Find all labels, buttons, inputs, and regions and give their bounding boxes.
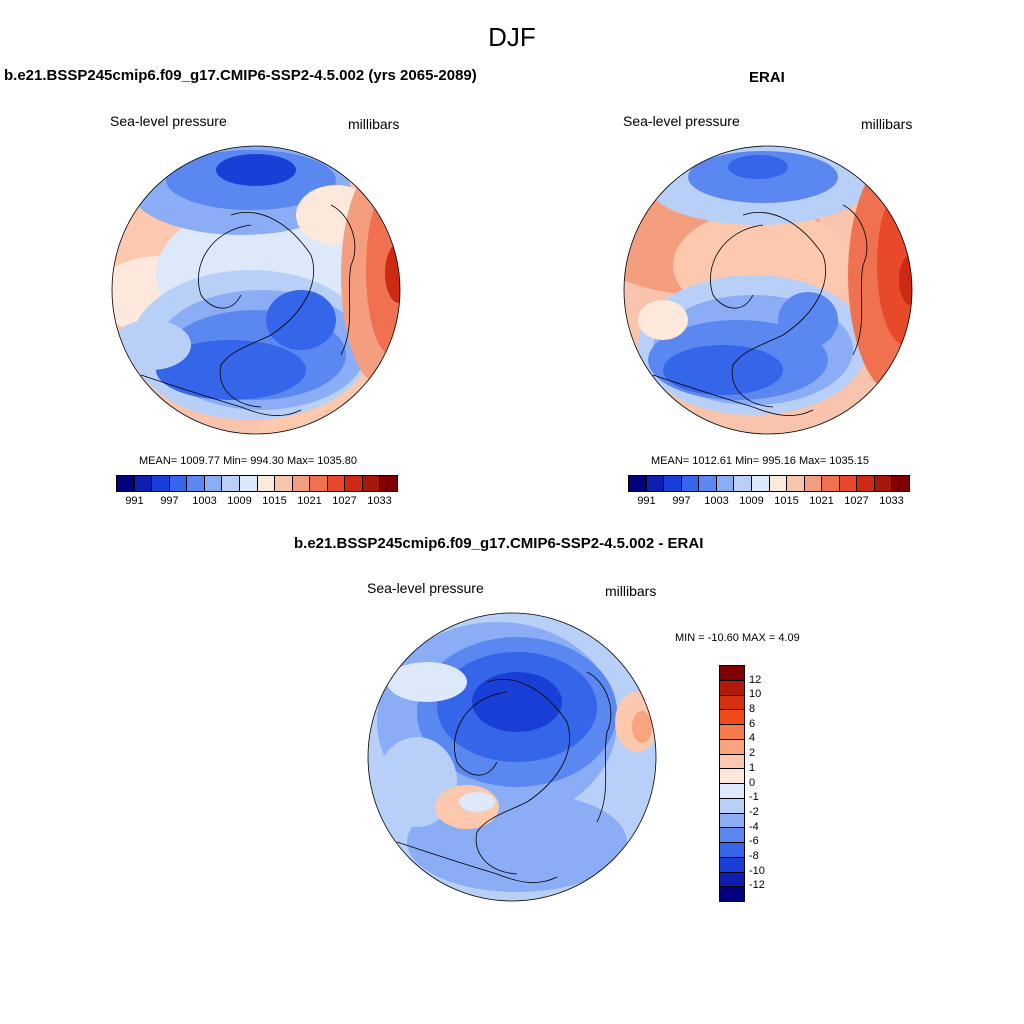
colorbar-swatch — [720, 797, 744, 813]
colorbar-swatch — [786, 476, 804, 491]
colorbar-swatch — [274, 476, 292, 491]
panel-3-map — [367, 612, 657, 902]
colorbar-swatch — [720, 871, 744, 887]
colorbar-swatch — [720, 768, 744, 783]
colorbar-tick-label: 1033 — [879, 495, 904, 507]
panel-2-colorbar — [628, 475, 910, 492]
colorbar-swatch — [663, 476, 681, 491]
colorbar-swatch — [720, 724, 744, 739]
colorbar-swatch — [720, 738, 744, 754]
panel-1-colorbar — [116, 475, 398, 492]
colorbar-swatch — [715, 476, 734, 491]
colorbar-swatch — [309, 476, 327, 491]
panel-2-title: ERAI — [749, 69, 785, 86]
panel-3-colorbar — [719, 665, 745, 902]
panel-1-title: b.e21.BSSP245cmip6.f09_g17.CMIP6-SSP2-4.… — [4, 67, 477, 84]
colorbar-swatch — [680, 476, 699, 491]
panel-3-title: b.e21.BSSP245cmip6.f09_g17.CMIP6-SSP2-4.… — [294, 535, 704, 552]
colorbar-tick-label: 2 — [749, 747, 756, 760]
panel-3-units: millibars — [605, 583, 657, 599]
colorbar-tick-label: 4 — [749, 732, 756, 745]
figure-title: DJF — [488, 22, 536, 52]
colorbar-tick-label: 6 — [749, 717, 756, 730]
colorbar-swatch — [256, 476, 275, 491]
colorbar-swatch — [891, 476, 909, 491]
colorbar-tick-label: 997 — [160, 495, 179, 507]
panel-1-stats: MEAN= 1009.77 Min= 994.30 Max= 1035.80 — [139, 455, 358, 467]
colorbar-tick-label: 1021 — [297, 495, 322, 507]
panel-3-stats: MIN = -10.60 MAX = 4.09 — [675, 632, 800, 644]
colorbar-swatch — [720, 679, 744, 695]
colorbar-tick-label: 1027 — [332, 495, 357, 507]
colorbar-swatch — [238, 476, 257, 491]
colorbar-tick-label: -6 — [749, 835, 759, 848]
colorbar-swatch — [326, 476, 345, 491]
panel-2-units: millibars — [861, 116, 913, 132]
colorbar-swatch — [720, 886, 744, 901]
panel-1-map — [111, 145, 401, 435]
panel-2-stats: MEAN= 1012.61 Min= 995.16 Max= 1035.15 — [651, 455, 870, 467]
colorbar-swatch — [379, 476, 397, 491]
colorbar-swatch — [750, 476, 769, 491]
colorbar-swatch — [645, 476, 664, 491]
colorbar-swatch — [821, 476, 839, 491]
colorbar-tick-label: 1015 — [262, 495, 287, 507]
colorbar-swatch — [768, 476, 787, 491]
colorbar-swatch — [720, 856, 744, 872]
colorbar-swatch — [203, 476, 222, 491]
colorbar-tick-label: 1003 — [192, 495, 217, 507]
colorbar-tick-label: 1021 — [809, 495, 834, 507]
colorbar-tick-label: 997 — [672, 495, 691, 507]
colorbar-tick-label: 8 — [749, 703, 756, 716]
colorbar-tick-label: -10 — [749, 864, 765, 877]
colorbar-tick-label: 1 — [749, 761, 756, 774]
colorbar-swatch — [186, 476, 204, 491]
colorbar-swatch — [803, 476, 822, 491]
colorbar-swatch — [838, 476, 857, 491]
colorbar-tick-label: -1 — [749, 791, 759, 804]
colorbar-tick-label: -12 — [749, 879, 765, 892]
panel-3-variable: Sea-level pressure — [367, 580, 484, 596]
panel-1-units: millibars — [348, 116, 400, 132]
colorbar-swatch — [221, 476, 239, 491]
colorbar-tick-label: 0 — [749, 776, 756, 789]
colorbar-swatch — [720, 753, 744, 769]
colorbar-swatch — [698, 476, 716, 491]
colorbar-swatch — [873, 476, 892, 491]
colorbar-swatch — [361, 476, 380, 491]
colorbar-swatch — [168, 476, 187, 491]
colorbar-swatch — [720, 694, 744, 710]
colorbar-tick-label: -8 — [749, 849, 759, 862]
colorbar-tick-label: -4 — [749, 820, 759, 833]
colorbar-swatch — [856, 476, 874, 491]
colorbar-tick-label: -2 — [749, 805, 759, 818]
colorbar-swatch — [720, 783, 744, 798]
colorbar-tick-label: 1027 — [844, 495, 869, 507]
colorbar-tick-label: 1015 — [774, 495, 799, 507]
colorbar-tick-label: 12 — [749, 673, 762, 686]
colorbar-swatch — [133, 476, 152, 491]
panel-2-map — [623, 145, 913, 435]
colorbar-swatch — [733, 476, 751, 491]
colorbar-tick-label: 10 — [749, 688, 762, 701]
colorbar-swatch — [720, 666, 744, 680]
colorbar-swatch — [720, 709, 744, 724]
panel-2-variable: Sea-level pressure — [623, 113, 740, 129]
colorbar-swatch — [151, 476, 169, 491]
colorbar-tick-label: 1033 — [367, 495, 392, 507]
colorbar-swatch — [720, 842, 744, 857]
panel-1-variable: Sea-level pressure — [110, 113, 227, 129]
colorbar-tick-label: 1003 — [704, 495, 729, 507]
colorbar-swatch — [629, 476, 646, 491]
colorbar-swatch — [720, 812, 744, 828]
colorbar-swatch — [720, 827, 744, 842]
colorbar-swatch — [344, 476, 362, 491]
colorbar-swatch — [291, 476, 310, 491]
colorbar-tick-label: 991 — [125, 495, 144, 507]
colorbar-tick-label: 1009 — [739, 495, 764, 507]
colorbar-tick-label: 991 — [637, 495, 656, 507]
colorbar-tick-label: 1009 — [227, 495, 252, 507]
colorbar-swatch — [117, 476, 134, 491]
